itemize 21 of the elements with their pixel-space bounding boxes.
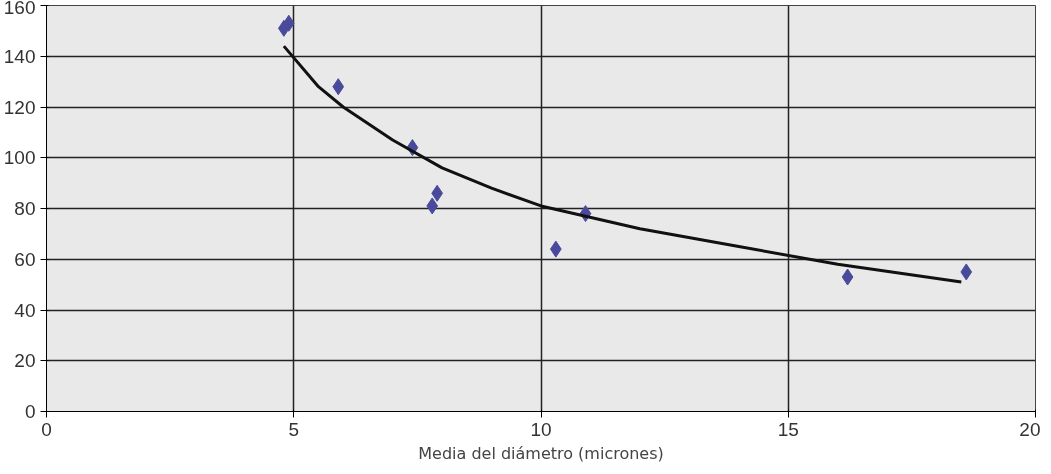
y-tick-label: 20 <box>14 350 36 372</box>
point <box>282 14 295 32</box>
point <box>426 197 439 215</box>
y-tick-label: 60 <box>14 248 36 270</box>
point <box>332 78 345 96</box>
y-tick-label: 40 <box>14 299 36 321</box>
line-series <box>282 44 963 284</box>
point <box>841 268 854 286</box>
x-tick-label: 10 <box>530 418 552 440</box>
x-axis-title: Media del diámetro (micrones) <box>418 443 664 463</box>
x-tick-label: 15 <box>777 418 799 440</box>
x-tick-label: 0 <box>41 418 52 440</box>
y-tick-label: 100 <box>3 147 36 169</box>
y-tick-label: 120 <box>3 96 36 118</box>
y-tick-label: 160 <box>3 0 36 18</box>
x-tick-label: 20 <box>1019 418 1041 440</box>
point <box>960 263 973 281</box>
y-tick-label: 80 <box>14 198 36 219</box>
x-tick-label: 5 <box>288 418 300 440</box>
y-tick-label: 140 <box>3 45 36 67</box>
y-tick-label: 0 <box>24 401 36 422</box>
